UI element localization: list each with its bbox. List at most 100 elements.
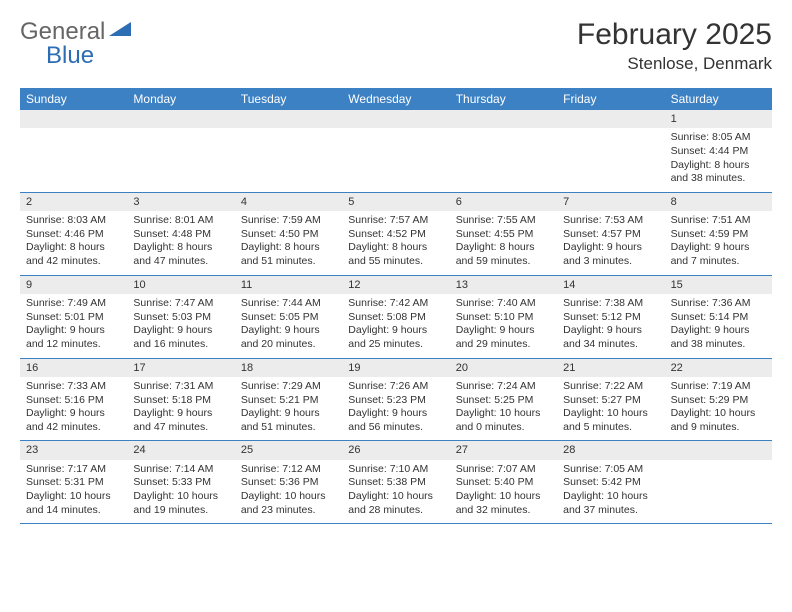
day-number-row: 12 — [342, 276, 449, 294]
day-number-row: . — [235, 110, 342, 128]
day-details: Sunrise: 7:10 AMSunset: 5:38 PMDaylight:… — [348, 463, 443, 518]
day-number: 15 — [665, 278, 683, 292]
day-detail-line: Sunrise: 7:44 AM — [241, 297, 336, 311]
day-detail-line: Daylight: 8 hours and 55 minutes. — [348, 241, 443, 268]
day-number-row: . — [342, 110, 449, 128]
day-number-row: 27 — [450, 441, 557, 459]
day-detail-line: Daylight: 9 hours and 51 minutes. — [241, 407, 336, 434]
week-row: ......1Sunrise: 8:05 AMSunset: 4:44 PMDa… — [20, 110, 772, 193]
dow-wednesday: Wednesday — [342, 88, 449, 110]
day-number-row: 3 — [127, 193, 234, 211]
day-detail-line: Sunset: 5:12 PM — [563, 311, 658, 325]
day-number-row: 16 — [20, 359, 127, 377]
day-detail-line: Daylight: 10 hours and 14 minutes. — [26, 490, 121, 517]
day-cell: 14Sunrise: 7:38 AMSunset: 5:12 PMDayligh… — [557, 276, 664, 358]
day-detail-line: Sunrise: 7:07 AM — [456, 463, 551, 477]
day-detail-line: Daylight: 9 hours and 3 minutes. — [563, 241, 658, 268]
week-row: 16 Sunrise: 7:33 AMSunset: 5:16 PMDayligh… — [20, 359, 772, 442]
day-number: 20 — [450, 361, 468, 375]
day-cell: 19 Sunrise: 7:26 AMSunset: 5:23 PMDayligh… — [342, 359, 449, 441]
day-detail-line: Daylight: 8 hours and 47 minutes. — [133, 241, 228, 268]
day-number: 10 — [127, 278, 145, 292]
day-details: Sunrise: 7:57 AMSunset: 4:52 PMDaylight:… — [348, 214, 443, 269]
day-details: Sunrise: 7:49 AMSunset: 5:01 PMDaylight:… — [26, 297, 121, 352]
day-detail-line: Sunset: 5:29 PM — [671, 394, 766, 408]
day-detail-line: Sunset: 5:16 PM — [26, 394, 121, 408]
day-details: Sunrise: 7:14 AMSunset: 5:33 PMDaylight:… — [133, 463, 228, 518]
day-detail-line: Sunrise: 7:47 AM — [133, 297, 228, 311]
day-number: 27 — [450, 443, 468, 457]
day-number: 16 — [20, 361, 38, 375]
day-detail-line: Sunset: 5:27 PM — [563, 394, 658, 408]
day-cell: . — [20, 110, 127, 192]
day-number: 17 — [127, 361, 145, 375]
day-number-row: 9 — [20, 276, 127, 294]
day-number-row: . — [557, 110, 664, 128]
brand-triangle-icon — [109, 15, 131, 43]
day-details: Sunrise: 7:33 AMSunset: 5:16 PMDaylight:… — [26, 380, 121, 435]
day-detail-line: Sunrise: 7:17 AM — [26, 463, 121, 477]
day-detail-line: Sunset: 5:18 PM — [133, 394, 228, 408]
day-number-row: 22 — [665, 359, 772, 377]
day-detail-line: Daylight: 10 hours and 5 minutes. — [563, 407, 658, 434]
day-details: Sunrise: 7:59 AMSunset: 4:50 PMDaylight:… — [241, 214, 336, 269]
day-detail-line: Sunrise: 7:31 AM — [133, 380, 228, 394]
day-detail-line: Sunrise: 7:42 AM — [348, 297, 443, 311]
day-detail-line: Daylight: 10 hours and 32 minutes. — [456, 490, 551, 517]
day-detail-line: Daylight: 9 hours and 34 minutes. — [563, 324, 658, 351]
day-cell: 2Sunrise: 8:03 AMSunset: 4:46 PMDaylight… — [20, 193, 127, 275]
day-number-row: . — [665, 441, 772, 459]
day-cell: 4Sunrise: 7:59 AMSunset: 4:50 PMDaylight… — [235, 193, 342, 275]
day-number-row: 2 — [20, 193, 127, 211]
day-cell: 1Sunrise: 8:05 AMSunset: 4:44 PMDaylight… — [665, 110, 772, 192]
day-detail-line: Sunset: 4:59 PM — [671, 228, 766, 242]
day-number-row: 19 — [342, 359, 449, 377]
day-detail-line: Sunrise: 7:36 AM — [671, 297, 766, 311]
day-number-row: . — [20, 110, 127, 128]
day-detail-line: Sunset: 5:03 PM — [133, 311, 228, 325]
day-cell: . — [450, 110, 557, 192]
day-detail-line: Daylight: 10 hours and 37 minutes. — [563, 490, 658, 517]
day-cell: 23 Sunrise: 7:17 AMSunset: 5:31 PMDayligh… — [20, 441, 127, 523]
day-cell: . — [127, 110, 234, 192]
day-details: Sunrise: 7:29 AMSunset: 5:21 PMDaylight:… — [241, 380, 336, 435]
day-detail-line: Sunset: 5:10 PM — [456, 311, 551, 325]
day-detail-line: Sunrise: 7:53 AM — [563, 214, 658, 228]
day-number: 3 — [127, 195, 139, 209]
day-detail-line: Sunrise: 8:01 AM — [133, 214, 228, 228]
day-number: 23 — [20, 443, 38, 457]
day-details: Sunrise: 7:26 AMSunset: 5:23 PMDaylight:… — [348, 380, 443, 435]
day-detail-line: Sunrise: 7:26 AM — [348, 380, 443, 394]
day-detail-line: Sunset: 5:31 PM — [26, 476, 121, 490]
day-detail-line: Sunrise: 7:40 AM — [456, 297, 551, 311]
day-detail-line: Sunset: 4:55 PM — [456, 228, 551, 242]
day-cell: 28Sunrise: 7:05 AMSunset: 5:42 PMDayligh… — [557, 441, 664, 523]
day-number: 5 — [342, 195, 354, 209]
day-detail-line: Sunrise: 8:05 AM — [671, 131, 766, 145]
day-detail-line: Sunrise: 7:55 AM — [456, 214, 551, 228]
day-detail-line: Daylight: 9 hours and 16 minutes. — [133, 324, 228, 351]
day-number-row: 23 — [20, 441, 127, 459]
day-number: 11 — [235, 278, 252, 292]
day-detail-line: Daylight: 9 hours and 20 minutes. — [241, 324, 336, 351]
day-number: 14 — [557, 278, 575, 292]
day-detail-line: Daylight: 8 hours and 38 minutes. — [671, 159, 766, 186]
day-details: Sunrise: 8:05 AMSunset: 4:44 PMDaylight:… — [671, 131, 766, 186]
day-detail-line: Daylight: 9 hours and 42 minutes. — [26, 407, 121, 434]
day-detail-line: Sunset: 4:44 PM — [671, 145, 766, 159]
day-detail-line: Sunrise: 7:29 AM — [241, 380, 336, 394]
day-number-row: 26 — [342, 441, 449, 459]
day-detail-line: Daylight: 8 hours and 51 minutes. — [241, 241, 336, 268]
day-cell: 26 Sunrise: 7:10 AMSunset: 5:38 PMDayligh… — [342, 441, 449, 523]
day-details: Sunrise: 7:24 AMSunset: 5:25 PMDaylight:… — [456, 380, 551, 435]
day-detail-line: Sunrise: 7:19 AM — [671, 380, 766, 394]
day-detail-line: Daylight: 10 hours and 19 minutes. — [133, 490, 228, 517]
day-detail-line: Sunset: 5:05 PM — [241, 311, 336, 325]
day-detail-line: Daylight: 9 hours and 56 minutes. — [348, 407, 443, 434]
day-cell: 22Sunrise: 7:19 AMSunset: 5:29 PMDayligh… — [665, 359, 772, 441]
day-cell: . — [235, 110, 342, 192]
day-number: 12 — [342, 278, 360, 292]
day-details: Sunrise: 7:07 AMSunset: 5:40 PMDaylight:… — [456, 463, 551, 518]
day-detail-line: Sunset: 4:48 PM — [133, 228, 228, 242]
day-details: Sunrise: 7:12 AMSunset: 5:36 PMDaylight:… — [241, 463, 336, 518]
